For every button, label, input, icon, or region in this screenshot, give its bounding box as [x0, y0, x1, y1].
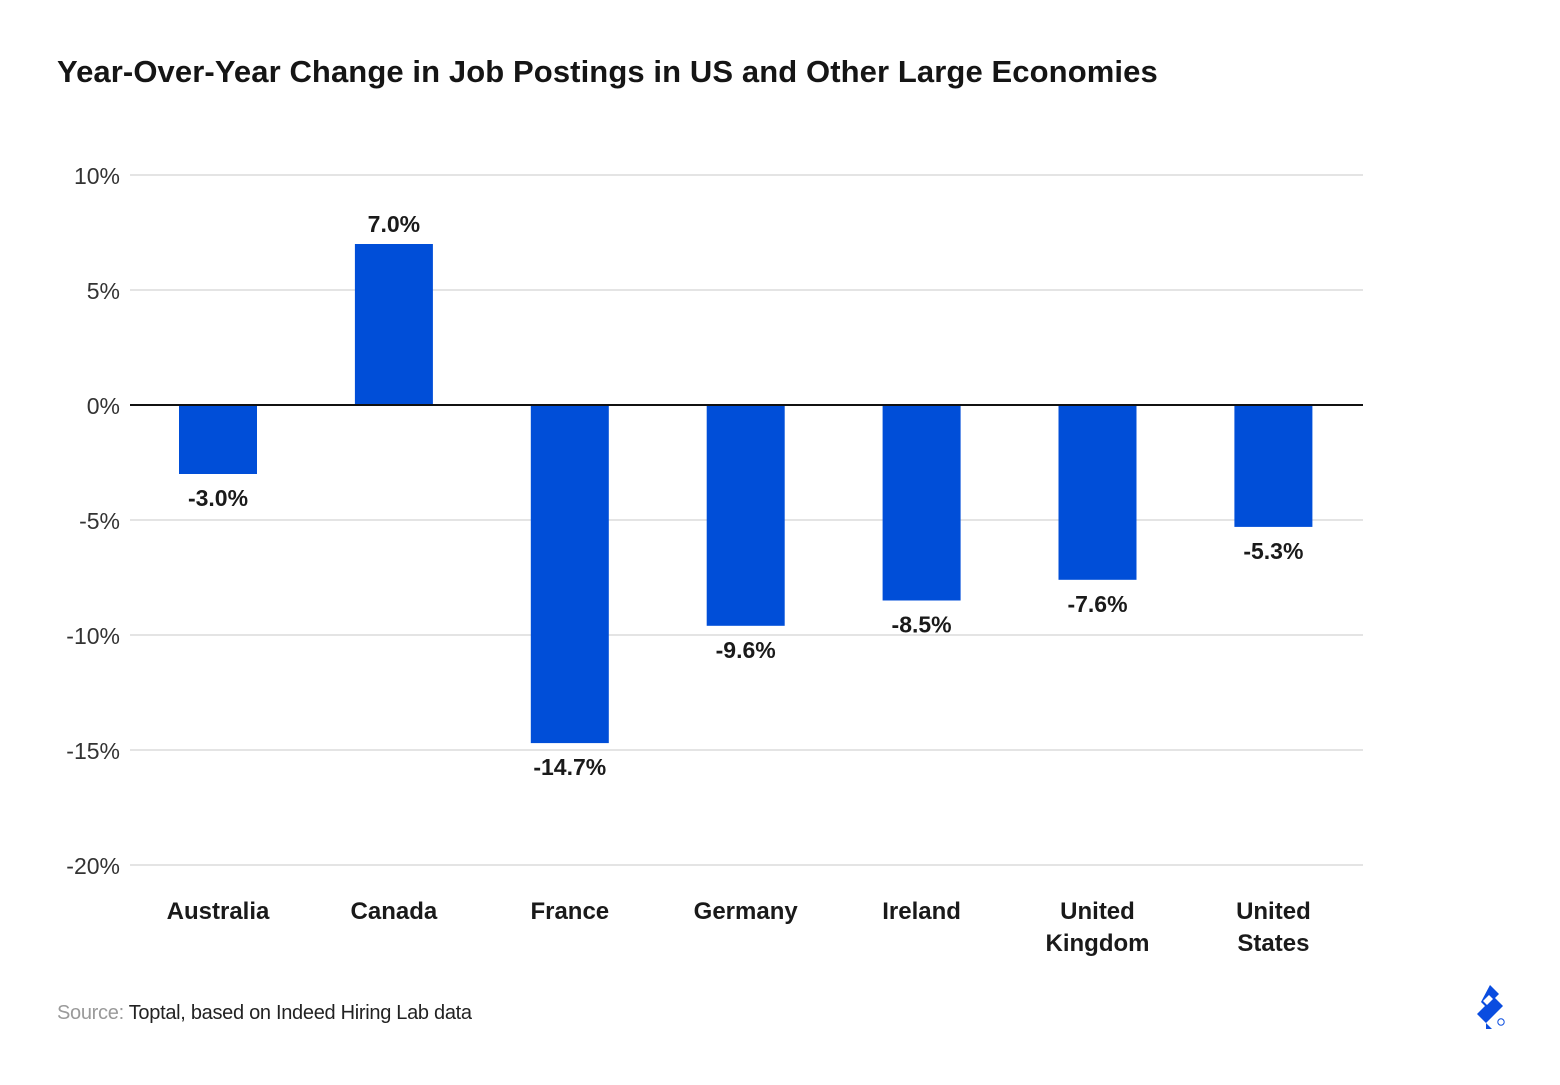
bar-value-label: 7.0%	[368, 211, 420, 237]
category-label: United	[1236, 898, 1311, 925]
bar-value-label: -8.5%	[892, 612, 952, 638]
category-label: Germany	[694, 898, 799, 925]
bar	[1234, 405, 1313, 527]
bar-value-label: -9.6%	[716, 637, 776, 663]
source-prefix: Source:	[57, 1002, 124, 1024]
category-label: United	[1060, 898, 1135, 925]
chart-title: Year-Over-Year Change in Job Postings in…	[57, 54, 1158, 89]
bar	[354, 244, 433, 405]
y-tick-label: -20%	[66, 853, 120, 879]
bar	[882, 405, 961, 601]
value-labels: -3.0% 7.0% -14.7% -9.6% -8.5% -7.6% -5.3%	[188, 211, 1303, 780]
category-label: States	[1237, 930, 1309, 957]
category-label: Kingdom	[1046, 930, 1150, 957]
y-tick-label: 10%	[74, 163, 120, 189]
y-tick-label: 0%	[87, 393, 120, 419]
y-axis-ticks: 10% 5% 0% -5% -10% -15% -20%	[66, 163, 120, 879]
bar-value-label: -7.6%	[1067, 591, 1127, 617]
bar	[706, 405, 785, 626]
y-tick-label: -5%	[79, 508, 120, 534]
bars	[179, 244, 1313, 744]
y-tick-label: -15%	[66, 738, 120, 764]
source-note: Source: Toptal, based on Indeed Hiring L…	[57, 1002, 472, 1025]
source-text: Toptal, based on Indeed Hiring Lab data	[128, 1002, 472, 1024]
category-label: Australia	[167, 898, 270, 925]
category-label: Ireland	[882, 898, 961, 925]
toptal-logo-icon	[1472, 985, 1508, 1031]
bar-value-label: -14.7%	[533, 754, 606, 780]
bar	[530, 405, 609, 744]
category-labels: Australia Canada France Germany Ireland Unite…	[167, 898, 1311, 957]
y-tick-label: 5%	[87, 278, 120, 304]
bar	[179, 405, 257, 474]
category-label: France	[530, 898, 609, 925]
bar-value-label: -5.3%	[1243, 538, 1303, 564]
y-tick-label: -10%	[66, 623, 120, 649]
bar-value-label: -3.0%	[188, 485, 248, 511]
bar	[1058, 405, 1137, 580]
category-label: Canada	[351, 898, 438, 925]
